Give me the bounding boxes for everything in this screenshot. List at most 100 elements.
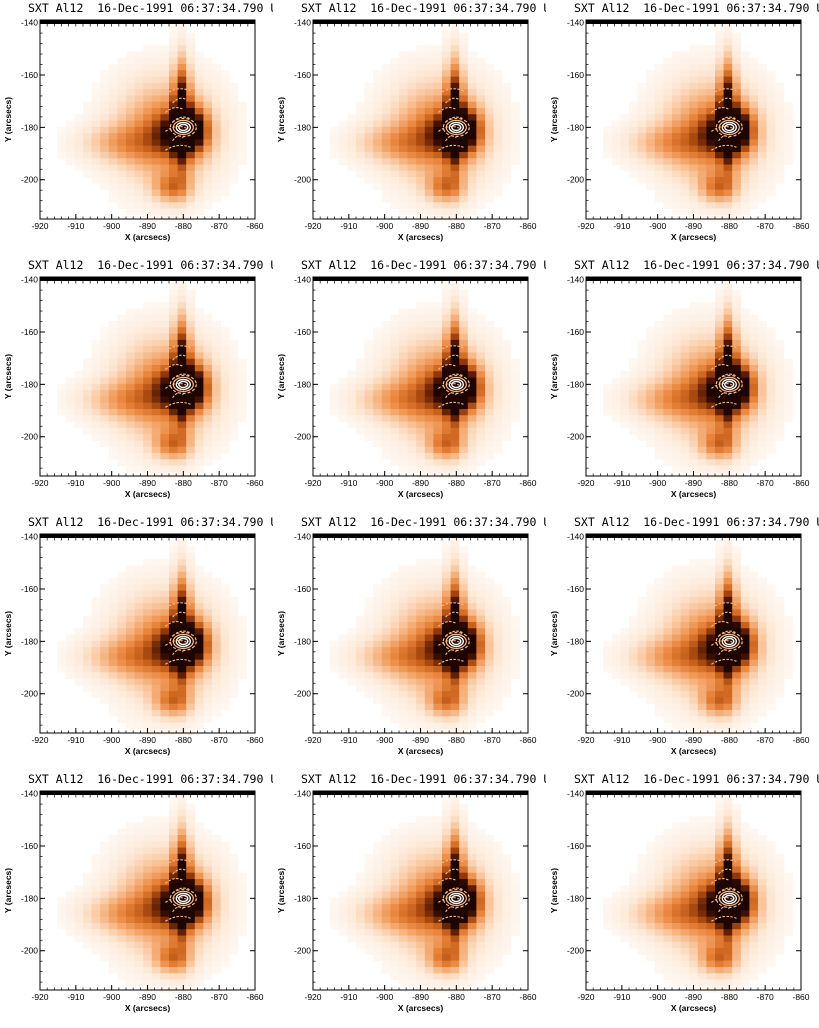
heatmap-cell [177,26,187,33]
heatmap-cell [151,364,161,372]
top-axis-band [313,534,528,538]
heatmap-cell [442,101,451,109]
heatmap-cell [697,89,707,96]
heatmap-cell [177,314,187,322]
y-tick-label: -160 [567,327,584,337]
heatmap-cell [450,358,460,366]
heatmap-cell [450,571,460,579]
heatmap-cell [715,289,724,297]
heatmap-cell [442,728,451,736]
heatmap-cell [442,371,451,378]
heatmap-cell [654,584,664,591]
heatmap-cell [697,314,707,322]
heatmap-cell [83,383,92,391]
heatmap-cell [74,371,84,378]
heatmap-cell [177,333,187,341]
heatmap-cell [108,415,118,422]
heatmap-cell [91,647,101,654]
heatmap-cell [91,364,101,372]
heatmap-cell [433,158,443,165]
x-tick-label: -890 [412,735,429,745]
heatmap-cell [637,358,647,366]
heatmap-cell [723,139,733,147]
heatmap-cell [689,402,699,410]
heatmap-cell [57,640,67,648]
heatmap-cell [715,352,724,360]
heatmap-cell [65,647,75,654]
heatmap-cell [356,653,365,661]
heatmap-cell [680,415,690,422]
heatmap-cell [151,571,161,579]
heatmap-cell [126,647,135,654]
heatmap-cell [416,408,426,416]
heatmap-cell [416,89,426,96]
heatmap-cell [229,339,239,347]
heatmap-cell [758,339,767,347]
heatmap-cell [476,371,486,378]
top-axis-band [586,20,801,24]
heatmap-cell [715,327,724,334]
heatmap-cell [433,672,443,679]
heatmap-cell [91,609,101,617]
heatmap-cell [424,640,434,648]
heatmap-cell [424,76,434,84]
x-tick-label: -860 [246,221,263,231]
heatmap-cell [637,164,647,172]
heatmap-cell [740,202,750,209]
heatmap-cell [706,139,716,147]
heatmap-cell [424,358,434,366]
heatmap-cell [390,440,400,448]
heatmap-cell [160,659,170,667]
heatmap-cell [117,665,127,673]
loop-contour [165,621,184,627]
heatmap-cell [424,396,434,404]
heatmap-cell [450,703,460,711]
heatmap-cell [629,396,638,404]
heatmap-cell [203,145,213,153]
heatmap-cell [169,728,178,736]
heatmap-cell [654,697,664,705]
heatmap-cell [117,584,127,591]
heatmap-cell [485,390,494,397]
heatmap-cell [91,665,101,673]
heatmap-cell [126,202,135,209]
heatmap-cell [407,82,417,90]
heatmap-cell [715,139,724,147]
heatmap-cell [680,603,690,610]
heatmap-cell [611,390,621,397]
heatmap-cell [212,170,221,178]
heatmap-cell [203,647,213,654]
heatmap-cell [186,101,196,109]
heatmap-cell [194,89,204,96]
heatmap-cell [442,189,451,197]
heatmap-cell [450,51,460,59]
heatmap-cell [151,709,161,717]
heatmap-cell [134,320,144,328]
heatmap-cell [399,358,408,366]
heatmap-cell [502,678,512,686]
heatmap-cell [399,427,408,435]
heatmap-cell [740,170,750,178]
heatmap-cell [177,540,187,547]
heatmap-cell [100,609,110,617]
heatmap-cell [459,358,469,366]
heatmap-cell [338,408,348,416]
heatmap-cell [390,133,400,140]
heatmap-cell [689,691,699,698]
heatmap-cell [381,339,391,347]
heatmap-cell [416,659,426,667]
heatmap-cell [502,434,512,441]
heatmap-cell [364,609,374,617]
heatmap-cell [416,678,426,686]
heatmap-cell [749,314,759,322]
heatmap-cell [680,678,690,686]
heatmap-cell [467,314,477,322]
heatmap-cell [160,446,170,454]
heatmap-cell [706,89,716,96]
heatmap-cell [502,82,512,90]
heatmap-cell [476,640,486,648]
heatmap-cell [186,596,196,604]
heatmap-cell [732,452,742,460]
heatmap-cell [108,177,118,184]
heatmap-cell [620,133,630,140]
